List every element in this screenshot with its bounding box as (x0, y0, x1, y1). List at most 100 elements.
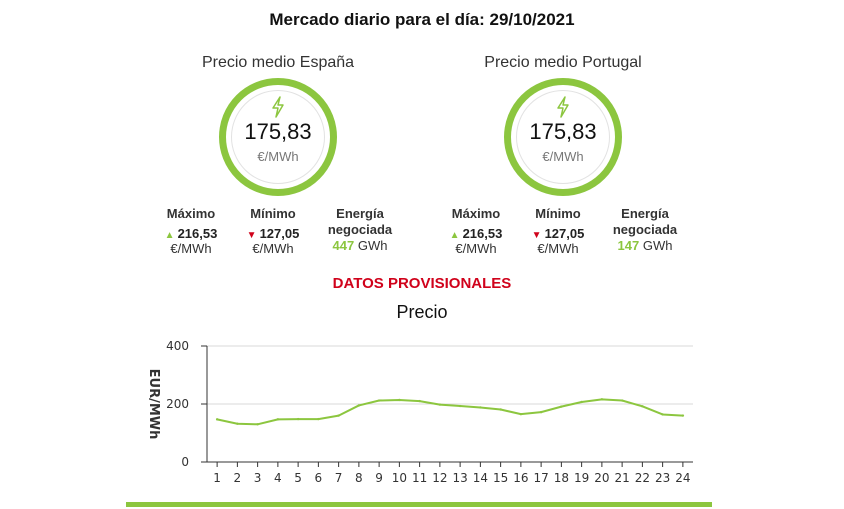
data-point (681, 414, 685, 417)
data-point (398, 398, 401, 402)
price-unit: €/MWh (257, 149, 299, 164)
market-stats: Máximo ▲ 216,53 €/MWh Mínimo ▼ 127,05 €/MW… (128, 206, 428, 268)
data-point (479, 406, 482, 409)
stat-maximum: Máximo ▲ 216,53 €/MWh (431, 206, 521, 256)
data-point (296, 417, 300, 421)
data-point (600, 398, 604, 401)
lightning-bolt-icon (272, 96, 284, 118)
page-title: Mercado diario para el día: 29/10/2021 (269, 10, 575, 29)
average-price: 175,83 (529, 119, 597, 144)
minimum-value: 127,05 (544, 226, 585, 241)
data-point (560, 405, 563, 408)
data-point (641, 405, 644, 408)
data-point (620, 399, 624, 402)
energy-unit: GWh (357, 238, 388, 253)
energy-label-line1: Energía (621, 206, 669, 221)
stat-energy: Energía negociada 147 GWh (595, 206, 695, 253)
energy-label-line1: Energía (336, 206, 384, 221)
x-tick-label: 11 (412, 471, 427, 485)
x-tick-label: 4 (274, 471, 282, 485)
minimum-unit: €/MWh (537, 241, 579, 256)
x-tick-label: 23 (655, 471, 670, 485)
price-ring-inner (516, 90, 610, 184)
data-point (418, 399, 421, 403)
data-point (215, 418, 219, 421)
x-tick-label: 1 (213, 471, 221, 485)
x-tick-label: 2 (234, 471, 242, 485)
stat-maximum: Máximo ▲ 216,53 €/MWh (146, 206, 236, 256)
x-tick-label: 19 (574, 471, 589, 485)
market-panel-portugal: Precio medio Portugal 175,83 €/MWh Máxim… (413, 54, 713, 268)
x-tick-label: 8 (355, 471, 363, 485)
data-point (357, 404, 361, 407)
market-panel-spain: Precio medio España 175,83 €/MWh Máximo … (128, 54, 428, 268)
data-point (499, 408, 502, 411)
data-point (236, 422, 239, 425)
x-tick-label: 7 (335, 471, 343, 485)
data-point (661, 413, 664, 416)
x-tick-label: 9 (375, 471, 383, 485)
average-price: 175,83 (244, 119, 312, 144)
x-tick-label: 6 (315, 471, 323, 485)
stat-minimum: Mínimo ▼ 127,05 €/MWh (513, 206, 603, 256)
provisional-data-notice: DATOS PROVISIONALES (332, 275, 512, 292)
x-tick-label: 18 (554, 471, 569, 485)
triangle-up-icon: ▲ (449, 230, 460, 241)
x-tick-label: 3 (254, 471, 262, 485)
price-unit: €/MWh (542, 149, 584, 164)
energy-value: 447 (332, 238, 355, 253)
maximum-value: 216,53 (462, 226, 503, 241)
maximum-unit: €/MWh (170, 241, 212, 256)
maximum-label: Máximo (451, 206, 501, 221)
maximum-label: Máximo (166, 206, 216, 221)
x-tick-label: 10 (392, 471, 407, 485)
energy-value: 147 (617, 238, 640, 253)
x-tick-label: 24 (675, 471, 690, 485)
y-tick-label: 0 (181, 455, 189, 469)
minimum-value: 127,05 (259, 226, 300, 241)
x-tick-label: 13 (452, 471, 467, 485)
minimum-label: Mínimo (250, 206, 296, 221)
maximum-value: 216,53 (177, 226, 218, 241)
data-point (438, 403, 442, 406)
x-tick-label: 5 (294, 471, 302, 485)
x-tick-label: 21 (614, 471, 629, 485)
chart-title: Precio (396, 302, 448, 322)
energy-label-line2: negociada (327, 222, 393, 237)
triangle-down-icon: ▼ (246, 230, 257, 241)
bottom-accent-bar (126, 502, 712, 507)
stat-energy: Energía negociada 447 GWh (310, 206, 410, 253)
series-line (216, 398, 683, 426)
lightning-bolt-icon (557, 96, 569, 118)
triangle-up-icon: ▲ (164, 230, 175, 241)
x-tick-label: 14 (473, 471, 488, 485)
price-ring-inner (231, 90, 325, 184)
data-point (377, 399, 381, 402)
maximum-unit: €/MWh (455, 241, 497, 256)
price-ring: 175,83 €/MWh (219, 78, 337, 196)
x-tick-label: 17 (533, 471, 548, 485)
y-tick-label: 400 (166, 339, 189, 353)
energy-unit: GWh (642, 238, 673, 253)
minimum-label: Mínimo (535, 206, 581, 221)
market-stats: Máximo ▲ 216,53 €/MWh Mínimo ▼ 127,05 €/MW… (413, 206, 713, 268)
data-point (337, 414, 340, 417)
data-point (519, 412, 523, 416)
minimum-unit: €/MWh (252, 241, 294, 256)
data-point (317, 417, 320, 421)
data-point (458, 404, 462, 408)
price-ring: 175,83 €/MWh (504, 78, 622, 196)
y-tick-label: 200 (166, 397, 189, 411)
x-tick-label: 20 (594, 471, 609, 485)
x-tick-label: 16 (513, 471, 528, 485)
x-tick-label: 12 (432, 471, 447, 485)
energy-label-line2: negociada (612, 222, 678, 237)
data-point (256, 423, 259, 426)
data-point (539, 410, 543, 414)
stat-minimum: Mínimo ▼ 127,05 €/MWh (228, 206, 318, 256)
triangle-down-icon: ▼ (531, 230, 542, 241)
market-title: Precio medio España (201, 54, 355, 71)
market-title: Precio medio Portugal (484, 54, 642, 71)
data-point (580, 400, 583, 404)
x-tick-label: 15 (493, 471, 508, 485)
